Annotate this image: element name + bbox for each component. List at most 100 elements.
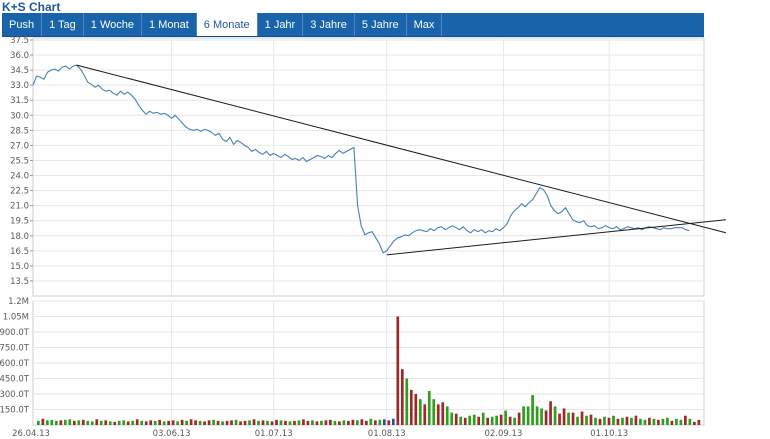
- volume-bar: [463, 417, 467, 425]
- volume-bar: [576, 416, 579, 425]
- volume-bar: [252, 419, 256, 425]
- tab-max[interactable]: Max: [407, 13, 443, 36]
- volume-bar: [441, 402, 445, 425]
- volume-bar: [675, 418, 678, 425]
- volume-bar: [432, 399, 436, 425]
- volume-bar: [373, 420, 377, 425]
- volume-y-axis: 1.2M 1.05M 900.0T 750.0T 600.0T 450.0T 300.0T 1…: [0, 297, 30, 416]
- volume-bar: [149, 420, 153, 425]
- volume-bar: [306, 420, 310, 425]
- volume-bar: [423, 404, 427, 425]
- volume-bar: [522, 406, 525, 425]
- tab-6-monate[interactable]: 6 Monate: [196, 13, 258, 36]
- volume-bar: [454, 413, 458, 425]
- volume-bar: [549, 401, 552, 425]
- tab-3-jahre[interactable]: 3 Jahre: [303, 13, 355, 36]
- volume-bar: [540, 408, 543, 425]
- tab-1-woche[interactable]: 1 Woche: [84, 13, 143, 36]
- volume-bar: [360, 419, 364, 425]
- volume-bar: [167, 420, 170, 425]
- volume-bar: [45, 420, 49, 425]
- volume-bar: [544, 410, 548, 425]
- date-tick-label: 02.09.13: [484, 429, 522, 439]
- volume-bar: [297, 420, 301, 425]
- volume-bar: [612, 415, 615, 425]
- volume-bar: [513, 417, 516, 425]
- volume-bar: [567, 412, 570, 425]
- volume-bar: [481, 412, 485, 425]
- volume-bar: [153, 420, 157, 425]
- volume-bar: [329, 419, 332, 425]
- price-tick-label: 25.5: [10, 156, 29, 166]
- volume-bar: [207, 420, 211, 425]
- volume-bar: [405, 378, 409, 425]
- volume-bar: [580, 411, 584, 425]
- price-tick-label: 18.0: [10, 232, 29, 242]
- tab-5-jahre[interactable]: 5 Jahre: [355, 13, 407, 36]
- volume-bar: [365, 420, 368, 425]
- volume-bar: [369, 418, 373, 425]
- volume-bar: [427, 390, 431, 425]
- volume-bar: [284, 420, 287, 425]
- tab-1-monat[interactable]: 1 Monat: [142, 13, 197, 36]
- volume-bar: [504, 410, 507, 425]
- price-line: [32, 64, 690, 254]
- volume-bar: [248, 420, 251, 425]
- trend-line: [76, 64, 727, 234]
- volume-bar: [347, 420, 350, 425]
- volume-bar: [239, 421, 242, 425]
- volume-bar: [113, 421, 117, 425]
- volume-bar: [54, 420, 58, 425]
- volume-bar: [634, 415, 638, 425]
- volume-bar: [553, 406, 557, 425]
- volume-bar: [275, 419, 278, 425]
- volume-bar: [643, 419, 647, 425]
- chart-grid: [32, 37, 705, 426]
- volume-bar: [450, 412, 454, 425]
- volume-bar: [140, 420, 144, 425]
- tab-1-jahr[interactable]: 1 Jahr: [258, 13, 304, 36]
- price-tick-label: 33.0: [10, 81, 29, 91]
- volume-bar: [378, 419, 382, 425]
- volume-bar: [535, 406, 539, 425]
- volume-bar: [221, 421, 224, 425]
- volume-tick-label: 900.0T: [0, 328, 30, 338]
- tab-push[interactable]: Push: [2, 13, 43, 36]
- volume-bar: [571, 412, 575, 425]
- volume-bar: [684, 415, 687, 425]
- volume-bar: [495, 415, 499, 425]
- volume-bar: [77, 420, 81, 425]
- date-x-axis: 26.04.13 03.06.13 01.07.13 01.08.13 02.09.13…: [12, 429, 628, 439]
- volume-bar: [693, 421, 696, 425]
- volume-bar: [180, 419, 184, 425]
- volume-bar: [288, 421, 292, 425]
- price-line-layer: [32, 64, 690, 254]
- volume-bar: [68, 419, 72, 425]
- volume-bar: [81, 419, 85, 425]
- price-tick-label: 37.5: [10, 36, 29, 46]
- volume-bar: [261, 420, 265, 425]
- volume-bar: [266, 420, 269, 425]
- volume-bar: [302, 419, 305, 425]
- volume-bar: [603, 416, 606, 425]
- volume-bar: [279, 420, 283, 425]
- volume-bar: [585, 415, 588, 425]
- volume-bar: [108, 421, 112, 425]
- tab-1-tag[interactable]: 1 Tag: [42, 13, 84, 36]
- price-tick-label: 22.5: [10, 187, 29, 197]
- volume-bar: [59, 420, 63, 425]
- volume-bar: [400, 369, 404, 425]
- volume-bar: [131, 420, 135, 425]
- volume-bar: [243, 420, 247, 425]
- page-title: K+S Chart: [2, 0, 61, 14]
- price-y-axis: 37.5 36.0 34.5 33.0 31.5 30.0 28.5 27.0 25.5 24.0…: [10, 36, 33, 287]
- volume-bar: [418, 399, 422, 425]
- volume-bar: [666, 417, 669, 425]
- date-tick-label: 01.08.13: [368, 429, 406, 439]
- volume-bar: [212, 419, 215, 425]
- volume-bar: [162, 421, 166, 425]
- volume-bar: [216, 420, 220, 425]
- price-panel-frame: [32, 37, 705, 297]
- volume-bar: [315, 421, 319, 425]
- volume-bar: [387, 420, 391, 425]
